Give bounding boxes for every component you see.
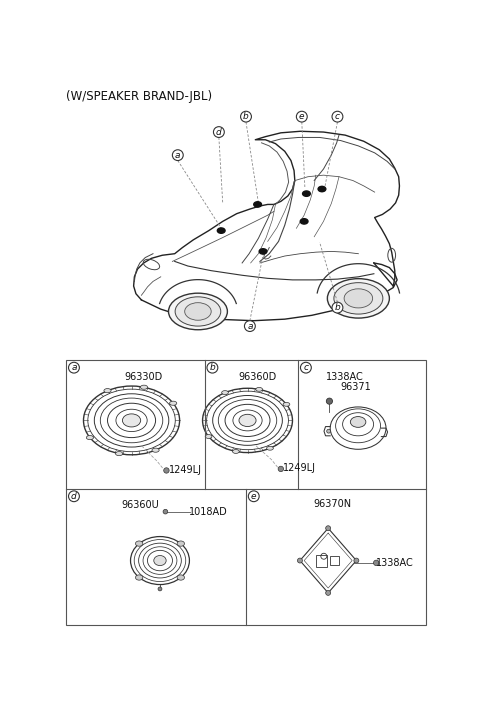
Ellipse shape (256, 387, 263, 391)
Ellipse shape (327, 279, 389, 318)
Bar (330, 557, 339, 565)
Circle shape (332, 111, 343, 122)
Circle shape (296, 111, 307, 122)
Text: 96330D: 96330D (124, 372, 162, 382)
Ellipse shape (116, 452, 123, 456)
Circle shape (164, 468, 169, 473)
Text: b: b (210, 363, 215, 372)
Ellipse shape (232, 450, 239, 453)
Bar (66, 360, 426, 625)
Text: e: e (251, 492, 256, 501)
Text: 1018AD: 1018AD (189, 507, 228, 517)
Text: a: a (175, 150, 180, 160)
Circle shape (163, 509, 168, 514)
Text: 96371: 96371 (340, 382, 371, 392)
Ellipse shape (266, 447, 274, 450)
Ellipse shape (239, 414, 256, 427)
Ellipse shape (217, 228, 225, 233)
Ellipse shape (344, 289, 372, 308)
Text: a: a (71, 363, 77, 372)
Ellipse shape (152, 448, 159, 452)
Ellipse shape (334, 283, 383, 314)
Ellipse shape (205, 435, 212, 438)
Ellipse shape (135, 541, 143, 546)
Text: 96360U: 96360U (122, 501, 159, 510)
Circle shape (298, 558, 302, 563)
Circle shape (69, 491, 79, 502)
Ellipse shape (300, 218, 308, 224)
Ellipse shape (175, 297, 221, 326)
Ellipse shape (122, 414, 141, 427)
Ellipse shape (222, 391, 228, 394)
Circle shape (248, 491, 259, 502)
Circle shape (325, 526, 331, 530)
Text: a: a (247, 322, 252, 330)
Text: 1338AC: 1338AC (376, 558, 414, 568)
Ellipse shape (169, 401, 177, 406)
Bar (316, 555, 327, 567)
Text: c: c (335, 112, 340, 121)
Circle shape (325, 591, 331, 596)
Ellipse shape (154, 556, 166, 566)
Circle shape (240, 111, 252, 122)
Text: b: b (335, 303, 340, 312)
Circle shape (214, 127, 224, 138)
Text: 96360D: 96360D (239, 372, 276, 382)
Circle shape (158, 587, 162, 591)
Circle shape (327, 429, 331, 433)
Circle shape (332, 302, 343, 313)
Text: b: b (243, 112, 249, 121)
Circle shape (354, 558, 359, 563)
Ellipse shape (318, 186, 326, 191)
Text: 96370N: 96370N (313, 499, 351, 509)
Circle shape (172, 150, 183, 160)
Circle shape (207, 362, 218, 373)
Text: c: c (303, 363, 308, 372)
Ellipse shape (350, 417, 366, 428)
Ellipse shape (259, 249, 267, 254)
Text: e: e (299, 112, 304, 121)
Text: (W/SPEAKER BRAND-JBL): (W/SPEAKER BRAND-JBL) (66, 91, 212, 104)
Ellipse shape (140, 385, 147, 389)
Circle shape (244, 320, 255, 332)
Ellipse shape (168, 294, 228, 330)
Ellipse shape (283, 403, 290, 406)
Ellipse shape (86, 435, 94, 440)
Circle shape (300, 362, 312, 373)
Ellipse shape (135, 575, 143, 580)
Text: d: d (216, 128, 222, 137)
Text: 1249LJ: 1249LJ (168, 464, 202, 475)
Ellipse shape (104, 389, 111, 393)
Ellipse shape (302, 191, 311, 196)
Ellipse shape (185, 303, 211, 320)
Ellipse shape (177, 575, 184, 580)
Text: d: d (71, 492, 77, 501)
Text: 1249LJ: 1249LJ (283, 463, 316, 473)
Circle shape (278, 467, 284, 471)
Circle shape (373, 560, 379, 566)
Circle shape (69, 362, 79, 373)
Ellipse shape (254, 202, 262, 207)
Ellipse shape (177, 541, 184, 546)
Text: 1338AC: 1338AC (326, 372, 364, 382)
Circle shape (326, 398, 333, 404)
